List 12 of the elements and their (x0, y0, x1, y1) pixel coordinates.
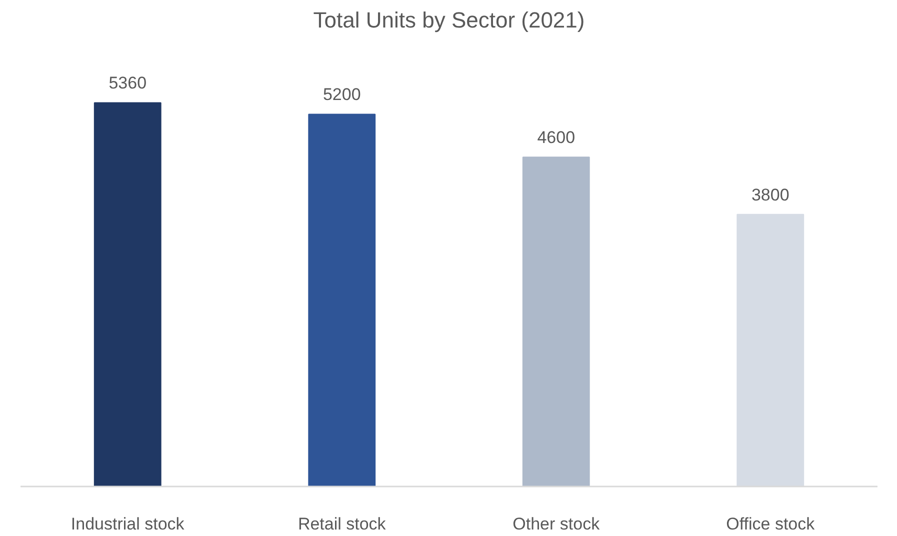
data-label: 4600 (537, 128, 576, 148)
x-tick-label: Other stock (512, 514, 600, 534)
x-tick-label: Industrial stock (70, 514, 185, 534)
bar (522, 156, 590, 486)
data-label: 5360 (108, 74, 147, 93)
chart-title: Total Units by Sector (2021) (313, 8, 585, 32)
data-label: 5200 (322, 85, 361, 104)
bar (308, 114, 376, 486)
data-label: 3800 (751, 185, 790, 204)
bar (94, 102, 162, 486)
x-tick-label: Retail stock (298, 514, 386, 534)
x-tick-label: Office stock (726, 514, 816, 534)
